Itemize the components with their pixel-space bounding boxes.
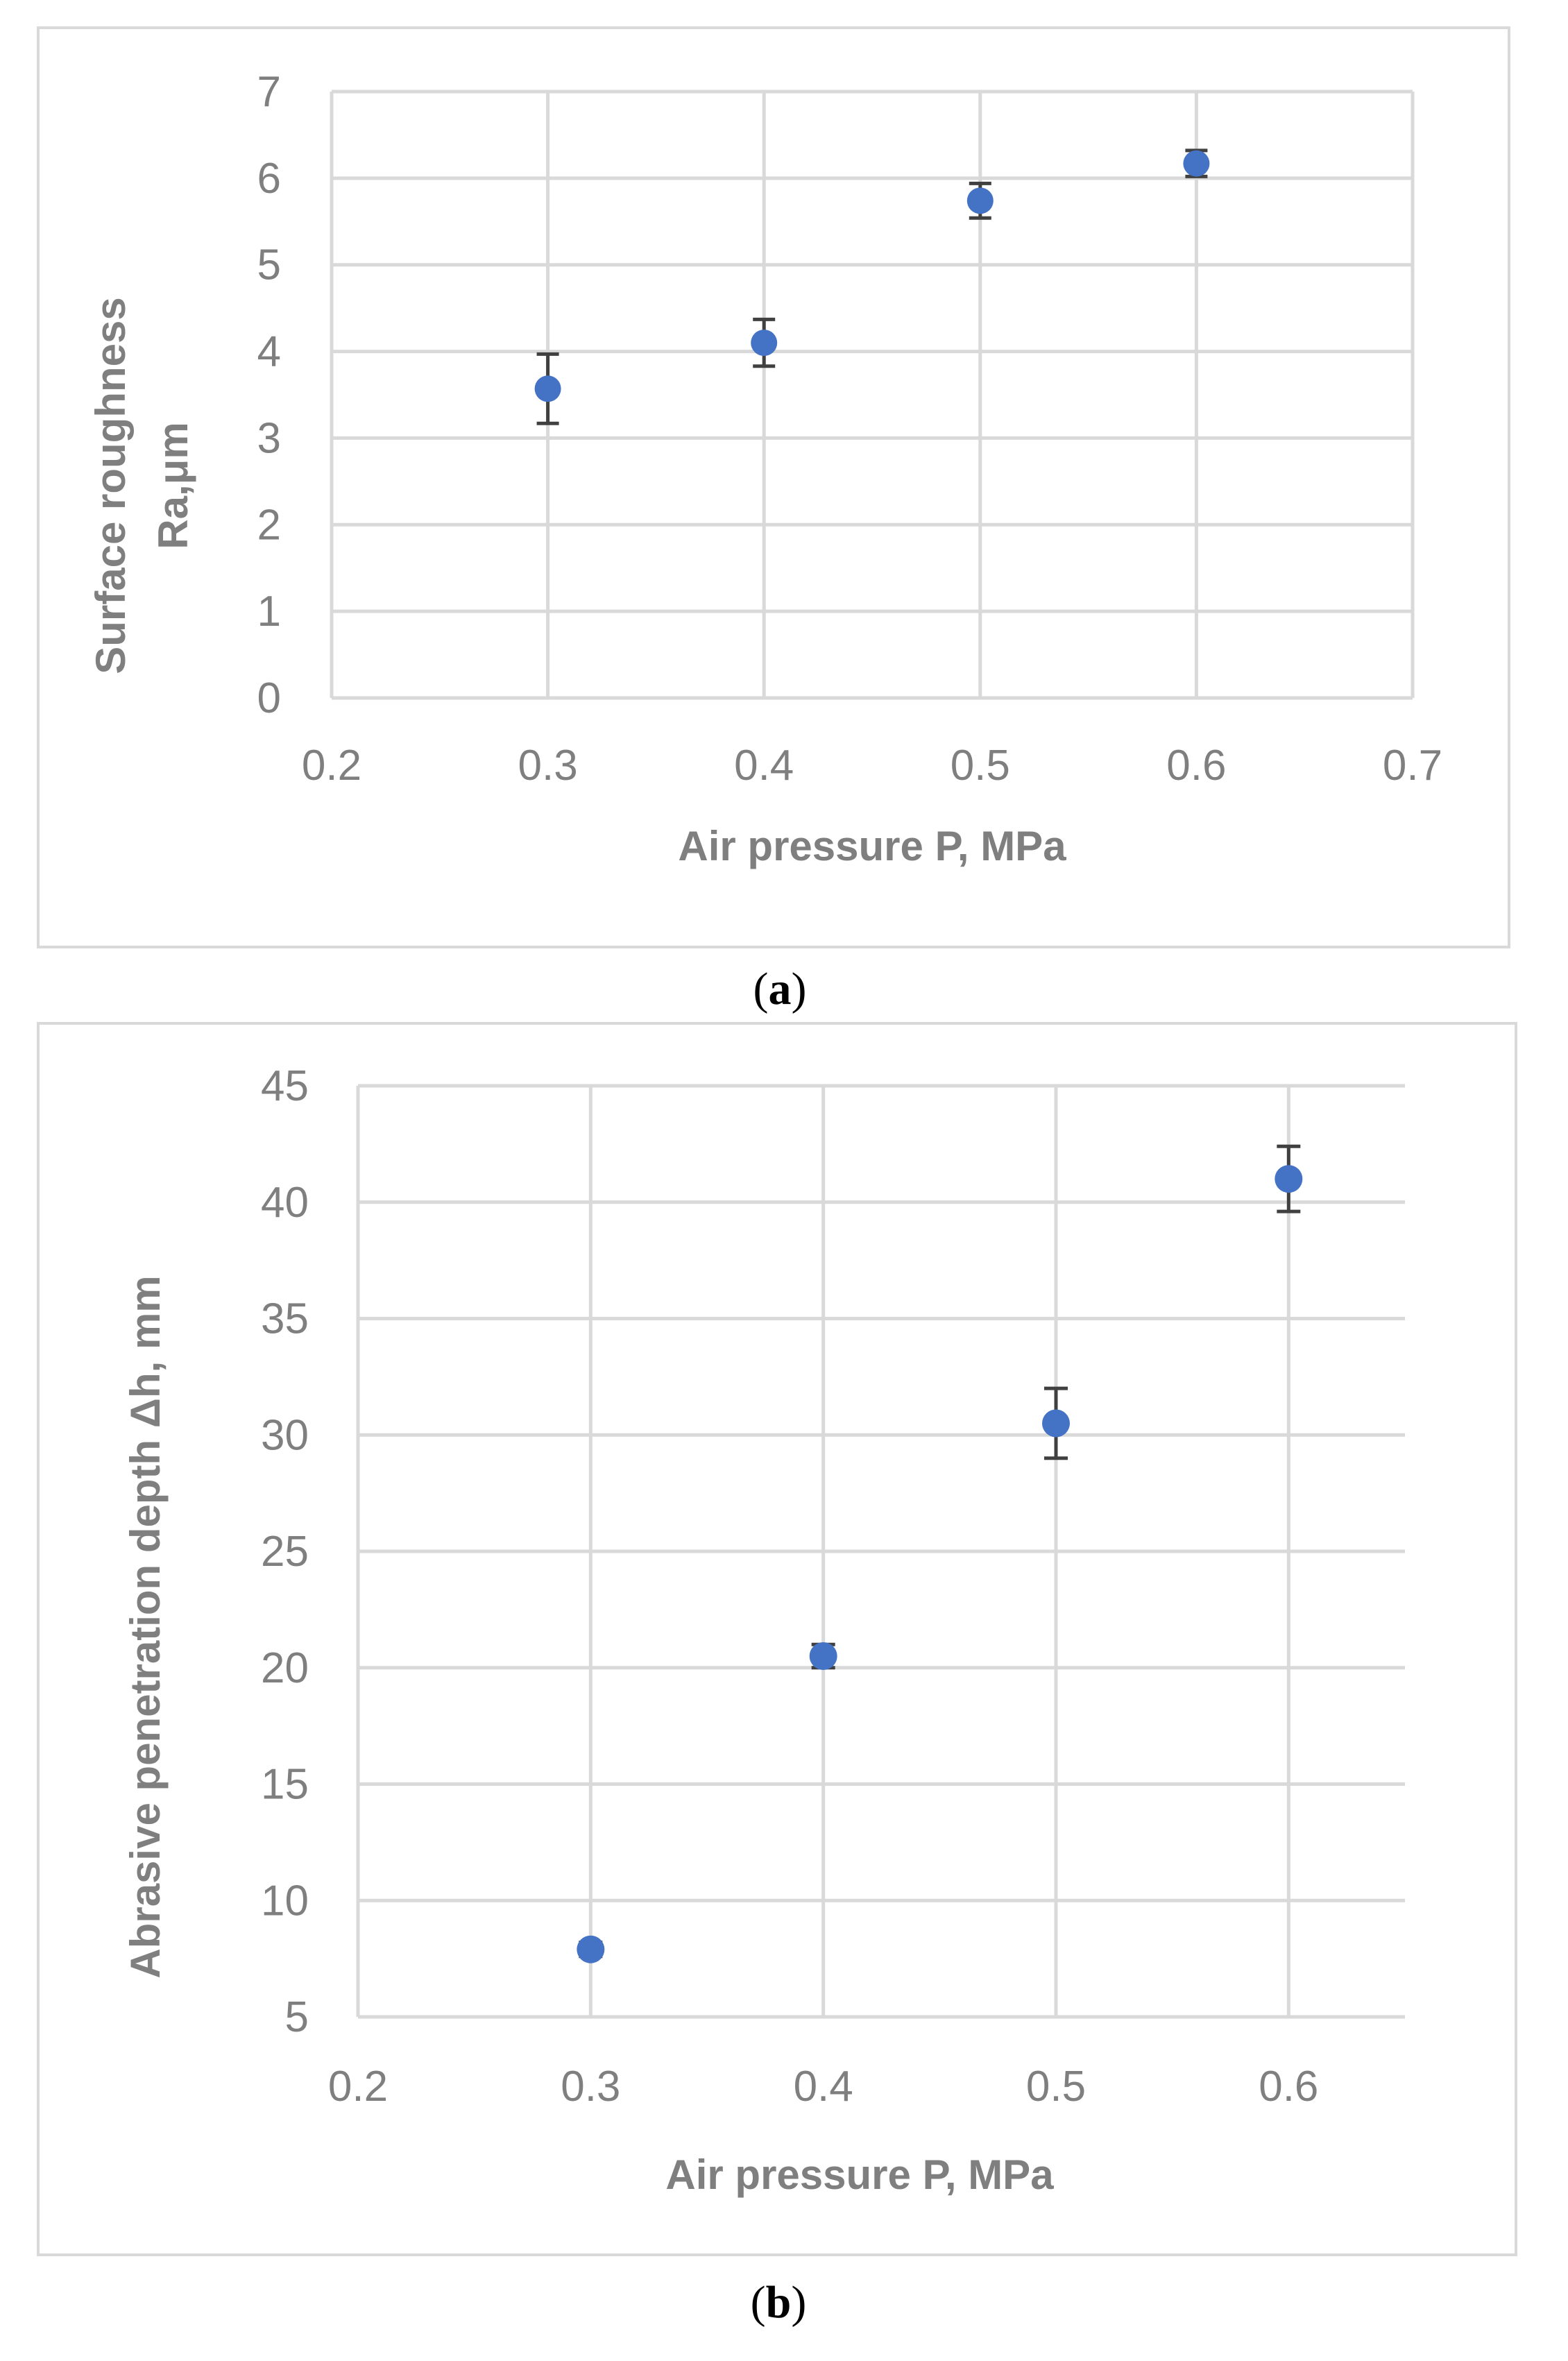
chart-a-frame — [37, 26, 1510, 948]
panel-label-a-letter: a — [769, 964, 792, 1014]
panel-label-b-letter: b — [766, 2277, 792, 2328]
chart-a-y-tick-2: 2 — [257, 501, 281, 549]
chart-b-x-tick-0.4: 0.4 — [794, 2063, 853, 2111]
panel-label-b: (b) — [751, 2277, 807, 2328]
chart-a-y-tick-3: 3 — [257, 414, 281, 462]
chart-b-y-tick-15: 15 — [261, 1761, 309, 1809]
chart-a-y-tick-7: 7 — [257, 68, 281, 116]
chart-b-gridlines — [356, 1084, 1405, 2019]
chart-a: 0 1 2 3 4 5 6 7 0.2 0.3 0.4 0.5 0.6 0.7 Air pressure… — [37, 26, 1510, 948]
chart-b-y-tick-25: 25 — [261, 1528, 309, 1576]
chart-a-p3-marker — [966, 187, 994, 214]
chart-b-y-tick-labels: 5 10 15 20 25 30 35 40 45 — [261, 1062, 309, 2041]
chart-b-y-tick-20: 20 — [261, 1644, 309, 1692]
chart-b-y-tick-45: 45 — [261, 1062, 309, 1110]
chart-a-y-axis-title: Surface roughness Ra,μm — [87, 297, 196, 674]
chart-b-x-tick-0.6: 0.6 — [1259, 2063, 1318, 2111]
chart-b-p2-marker — [809, 1642, 837, 1670]
chart-a-p2-marker — [751, 330, 778, 357]
chart-b-y-axis-title-line-1: Abrasive penetration depth Δh, mm — [122, 1275, 169, 1978]
chart-b-p4-marker — [1275, 1165, 1303, 1193]
chart-b: 5 10 15 20 25 30 35 40 45 0.2 0.3 0.4 0.5 0.6 Air pr… — [37, 1022, 1517, 2256]
panel-label-a: (a) — [753, 964, 807, 1014]
chart-b-x-tick-0.3: 0.3 — [561, 2063, 620, 2111]
chart-a-x-tick-0.6: 0.6 — [1166, 742, 1226, 790]
chart-b-x-tick-0.5: 0.5 — [1026, 2063, 1086, 2111]
chart-a-y-axis-title-line-1: Surface roughness — [87, 297, 134, 674]
chart-b-y-tick-35: 35 — [261, 1295, 309, 1343]
chart-a-x-tick-labels: 0.2 0.3 0.4 0.5 0.6 0.7 — [302, 742, 1442, 790]
chart-b-y-tick-5: 5 — [285, 1993, 309, 2041]
chart-a-p1-marker — [534, 375, 561, 402]
chart-a-y-tick-4: 4 — [257, 328, 281, 376]
chart-b-x-tick-0.2: 0.2 — [328, 2063, 388, 2111]
chart-b-series — [577, 1144, 1303, 1963]
chart-a-series — [534, 148, 1210, 425]
chart-a-x-tick-0.4: 0.4 — [734, 742, 794, 790]
chart-a-y-axis-title-line-2: Ra,μm — [150, 422, 196, 549]
chart-a-y-tick-labels: 0 1 2 3 4 5 6 7 — [257, 68, 281, 722]
chart-a-x-axis-title: Air pressure P, MPa — [678, 823, 1066, 869]
chart-a-x-tick-0.3: 0.3 — [518, 742, 577, 790]
chart-a-x-tick-0.7: 0.7 — [1383, 742, 1442, 790]
chart-a-y-tick-0: 0 — [257, 674, 281, 722]
chart-b-p1-marker — [577, 1935, 605, 1963]
chart-b-p3-marker — [1042, 1409, 1070, 1438]
chart-a-y-tick-5: 5 — [257, 241, 281, 289]
chart-b-frame — [37, 1022, 1517, 2256]
chart-b-y-tick-30: 30 — [261, 1411, 309, 1459]
chart-a-y-tick-6: 6 — [257, 155, 281, 203]
chart-b-y-tick-40: 40 — [261, 1179, 309, 1227]
chart-a-p4-marker — [1183, 150, 1210, 177]
chart-b-x-axis-title: Air pressure P, MPa — [665, 2151, 1054, 2198]
chart-a-y-tick-1: 1 — [257, 588, 281, 636]
chart-b-x-tick-labels: 0.2 0.3 0.4 0.5 0.6 — [328, 2063, 1319, 2111]
chart-a-x-tick-0.5: 0.5 — [951, 742, 1010, 790]
chart-b-y-axis-title: Abrasive penetration depth Δh, mm — [122, 1275, 169, 1978]
chart-b-y-tick-10: 10 — [261, 1877, 309, 1925]
chart-a-x-tick-0.2: 0.2 — [302, 742, 361, 790]
